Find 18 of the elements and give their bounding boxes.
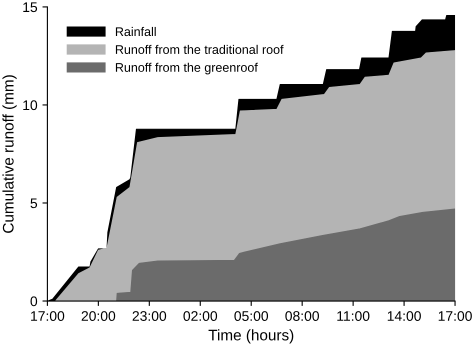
legend-label: Runoff from the greenroof bbox=[116, 62, 258, 74]
x-axis-title: Time (hours) bbox=[208, 329, 294, 344]
x-tick-label: 02:00 bbox=[183, 311, 218, 321]
x-tick-label: 20:00 bbox=[82, 311, 116, 321]
y-tick-label: 0 bbox=[30, 296, 38, 306]
x-tick-label: 08:00 bbox=[285, 311, 320, 321]
x-tick-label: 14:00 bbox=[388, 311, 421, 321]
x-tick-label: 17:00 bbox=[438, 311, 472, 321]
x-tick-label: 17:00 bbox=[31, 311, 64, 321]
y-axis-title: Cumulative runoff (mm) bbox=[2, 75, 17, 233]
legend-label: Runoff from the traditional roof bbox=[116, 44, 284, 54]
x-tick-label: 11:00 bbox=[337, 311, 370, 321]
legend-label: Rainfall bbox=[116, 26, 156, 36]
x-tick-label: 05:00 bbox=[234, 311, 268, 321]
y-tick-label: 10 bbox=[23, 100, 38, 110]
y-tick-label: 15 bbox=[23, 2, 38, 12]
y-tick-label: 5 bbox=[30, 198, 38, 208]
x-tick-label: 23:00 bbox=[132, 311, 166, 321]
